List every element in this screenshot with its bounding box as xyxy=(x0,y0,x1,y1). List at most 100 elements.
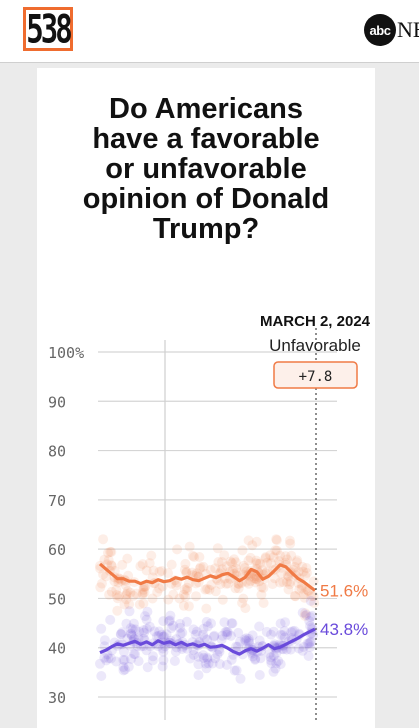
poll-dot xyxy=(243,636,254,647)
poll-dot xyxy=(301,610,312,620)
poll-dot xyxy=(166,623,177,634)
poll-dot xyxy=(298,642,309,652)
poll-dot xyxy=(251,536,262,547)
poll-dot xyxy=(256,582,267,593)
poll-dot xyxy=(144,621,155,632)
poll-dot xyxy=(118,662,129,672)
poll-dot xyxy=(137,559,148,570)
poll-dot xyxy=(212,649,223,660)
poll-dot xyxy=(111,590,122,600)
poll-dot xyxy=(266,658,277,669)
poll-dot xyxy=(181,566,192,577)
poll-dot xyxy=(119,646,129,657)
y-tick-label: 80 xyxy=(48,443,66,461)
poll-dot xyxy=(232,641,243,652)
poll-dot xyxy=(279,626,290,637)
poll-dot xyxy=(243,555,254,566)
y-tick-label: 30 xyxy=(48,689,66,707)
poll-dot xyxy=(111,656,122,667)
poll-dot xyxy=(253,558,263,569)
538-logo[interactable]: 538 xyxy=(23,6,73,52)
poll-dot xyxy=(222,627,233,638)
poll-dot xyxy=(264,648,275,659)
poll-dot xyxy=(138,625,149,636)
poll-dot xyxy=(144,558,155,569)
poll-dot xyxy=(122,633,133,644)
poll-dot xyxy=(137,589,148,600)
y-tick-label: 50 xyxy=(48,590,66,608)
poll-dot xyxy=(158,631,168,642)
poll-dot xyxy=(99,652,110,663)
poll-dot xyxy=(238,593,249,604)
poll-dot xyxy=(210,563,221,574)
poll-dot xyxy=(257,565,268,576)
poll-dot xyxy=(177,627,188,638)
poll-dot xyxy=(198,653,209,663)
poll-dot xyxy=(209,630,220,641)
poll-dot xyxy=(156,566,167,576)
poll-dot xyxy=(286,550,297,561)
poll-dot xyxy=(301,563,312,573)
poll-dot xyxy=(300,570,311,581)
poll-dot xyxy=(265,550,276,561)
poll-dot xyxy=(193,651,204,662)
poll-dot xyxy=(231,665,242,676)
poll-dot xyxy=(165,615,175,626)
poll-dot xyxy=(271,658,282,669)
poll-dot xyxy=(221,578,232,589)
poll-dot xyxy=(219,550,230,561)
poll-dot xyxy=(164,616,175,627)
poll-dot xyxy=(206,618,216,629)
poll-dot xyxy=(106,653,116,664)
poll-dot xyxy=(95,582,106,593)
poll-dot xyxy=(98,534,109,545)
title-line: or unfavorable xyxy=(105,153,307,185)
poll-dot xyxy=(194,552,205,562)
poll-dot xyxy=(201,663,212,674)
poll-dot xyxy=(226,630,236,641)
poll-dot xyxy=(201,603,212,614)
poll-dot xyxy=(256,589,267,600)
poll-dot xyxy=(177,644,188,654)
poll-dot xyxy=(254,621,265,632)
poll-dot xyxy=(106,586,117,597)
poll-dot xyxy=(157,581,168,592)
poll-dot xyxy=(158,616,169,627)
poll-dot xyxy=(118,665,129,676)
poll-dot xyxy=(309,597,320,608)
poll-dot xyxy=(207,658,218,669)
poll-dot xyxy=(287,626,298,637)
poll-dot xyxy=(158,655,169,666)
poll-dot xyxy=(281,644,292,655)
poll-dot xyxy=(221,561,232,572)
poll-dot xyxy=(304,616,315,626)
poll-dot xyxy=(273,656,284,666)
poll-dot xyxy=(219,617,230,628)
poll-dot xyxy=(118,655,129,665)
poll-dot xyxy=(198,561,209,572)
poll-dot xyxy=(237,597,248,608)
poll-dot xyxy=(260,553,271,564)
poll-dot xyxy=(294,584,305,595)
poll-dot xyxy=(130,624,141,635)
poll-dot xyxy=(282,554,293,565)
poll-dot xyxy=(229,665,240,676)
poll-dot xyxy=(180,558,191,569)
poll-dot xyxy=(202,634,213,645)
poll-dot xyxy=(121,590,132,600)
poll-dot xyxy=(215,579,226,590)
poll-dot xyxy=(245,576,256,586)
annotation-date: MARCH 2, 2024 xyxy=(260,313,371,330)
poll-dot xyxy=(202,621,213,632)
abc-news-logo[interactable]: abc NE xyxy=(364,14,419,46)
poll-dot xyxy=(267,579,278,590)
poll-dot xyxy=(138,584,149,595)
poll-dot xyxy=(105,546,116,557)
poll-dot xyxy=(120,580,131,591)
poll-dot xyxy=(106,560,117,571)
poll-dot xyxy=(225,556,236,567)
poll-dot xyxy=(163,568,173,579)
poll-dot xyxy=(230,583,241,594)
title-line: opinion of Donald xyxy=(82,183,330,215)
poll-dot xyxy=(128,590,139,601)
